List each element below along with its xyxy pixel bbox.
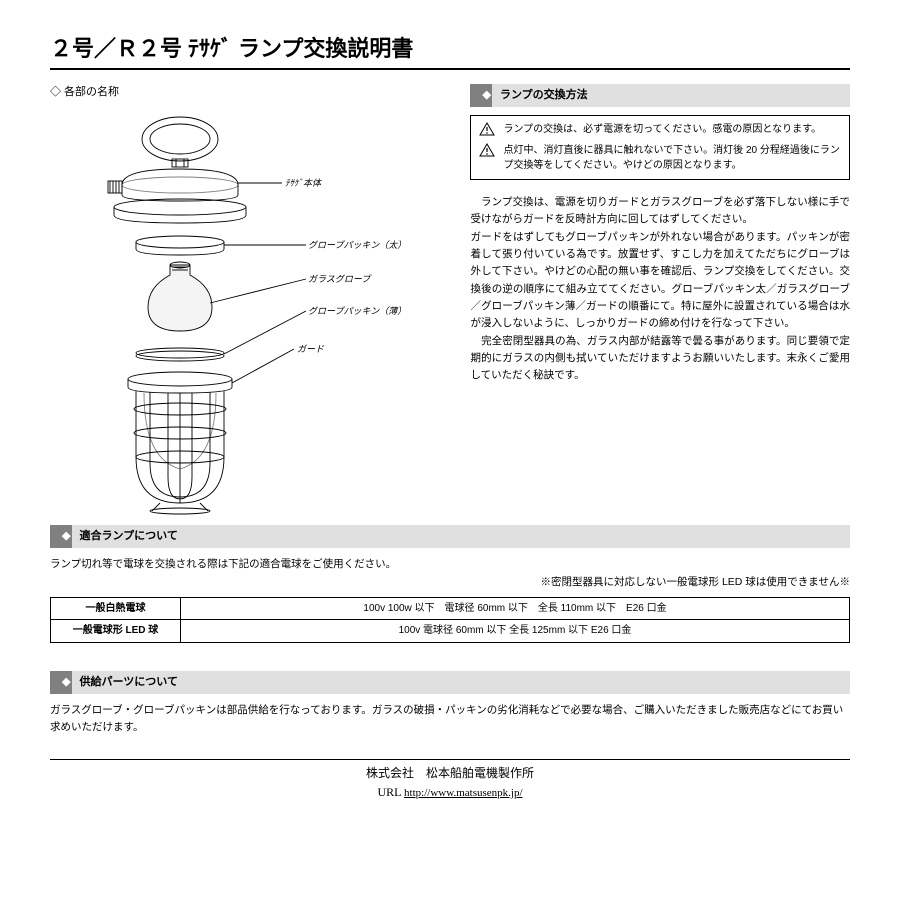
table-row: 一般白熱電球 100v 100w 以下 電球径 60mm 以下 全長 110mm… [51,597,850,620]
footer-company: 株式会社 松本船舶電機製作所 [50,764,850,783]
section-supply-title: 供給パーツについて [50,671,850,694]
row-spec: 100v 電球径 60mm 以下 全長 125mm 以下 E26 口金 [181,620,850,643]
right-column: ランプの交換方法 ランプの交換は、必ず電源を切ってください。感電の原因となります… [470,84,850,517]
warning-box: ランプの交換は、必ず電源を切ってください。感電の原因となります。 点灯中、消灯直… [470,115,850,180]
title-part-2: ﾃｻｹﾞ [188,36,232,61]
supply-section: 供給パーツについて ガラスグローブ・グローブパッキンは部品供給を行なっております… [50,671,850,736]
section-replace-method: ランプの交換方法 [470,84,850,107]
left-column: ◇ 各部の名称 [50,84,448,517]
label-packing-thick: グローブパッキン（太） [308,239,406,253]
instructions-body: ランプ交換は、電源を切りガードとガラスグローブを必ず落下しない様に手で受けながら… [470,194,850,384]
row-label: 一般電球形 LED 球 [51,620,181,643]
compat-note-1: ランプ切れ等で電球を交換される際は下記の適合電球をご使用ください。 [50,556,850,572]
compat-table: 一般白熱電球 100v 100w 以下 電球径 60mm 以下 全長 110mm… [50,597,850,643]
label-glass-globe: ガラスグローブ [308,273,370,287]
table-row: 一般電球形 LED 球 100v 電球径 60mm 以下 全長 125mm 以下… [51,620,850,643]
footer-url-label: URL [377,785,401,799]
document-title: ２号／Ｒ２号ﾃｻｹﾞランプ交換説明書 [50,32,850,70]
warning-icon [479,122,497,141]
supply-text: ガラスグローブ・グローブパッキンは部品供給を行なっております。ガラスの破損・パッ… [50,702,850,736]
compatible-lamp-section: 適合ランプについて ランプ切れ等で電球を交換される際は下記の適合電球をご使用くだ… [50,525,850,643]
compat-note-2: ※密閉型器具に対応しない一般電球形 LED 球は使用できません※ [50,574,850,590]
footer-url: http://www.matsusenpk.jp/ [404,787,522,799]
title-part-1: ２号／Ｒ２号 [50,36,182,61]
label-packing-thin: グローブパッキン（薄） [308,305,406,319]
footer: 株式会社 松本船舶電機製作所 URL http://www.matsusenpk… [50,759,850,802]
row-label: 一般白熱電球 [51,597,181,620]
warning-icon [479,143,497,173]
warning-text-1: ランプの交換は、必ず電源を切ってください。感電の原因となります。 [503,122,841,141]
row-spec: 100v 100w 以下 電球径 60mm 以下 全長 110mm 以下 E26… [181,597,850,620]
title-part-3: ランプ交換説明書 [238,36,413,61]
parts-heading: ◇ 各部の名称 [50,84,448,101]
lamp-diagram: ﾃｻｹﾞ本体 グローブパッキン（太） ガラスグローブ グローブパッキン（薄） ガ… [50,107,448,517]
label-guard: ガード [297,343,324,357]
label-body: ﾃｻｹﾞ本体 [285,177,321,191]
section-compat-title: 適合ランプについて [50,525,850,548]
warning-text-2: 点灯中、消灯直後に器具に触れないで下さい。消灯後 20 分程経過後にランプ交換等… [503,143,841,173]
